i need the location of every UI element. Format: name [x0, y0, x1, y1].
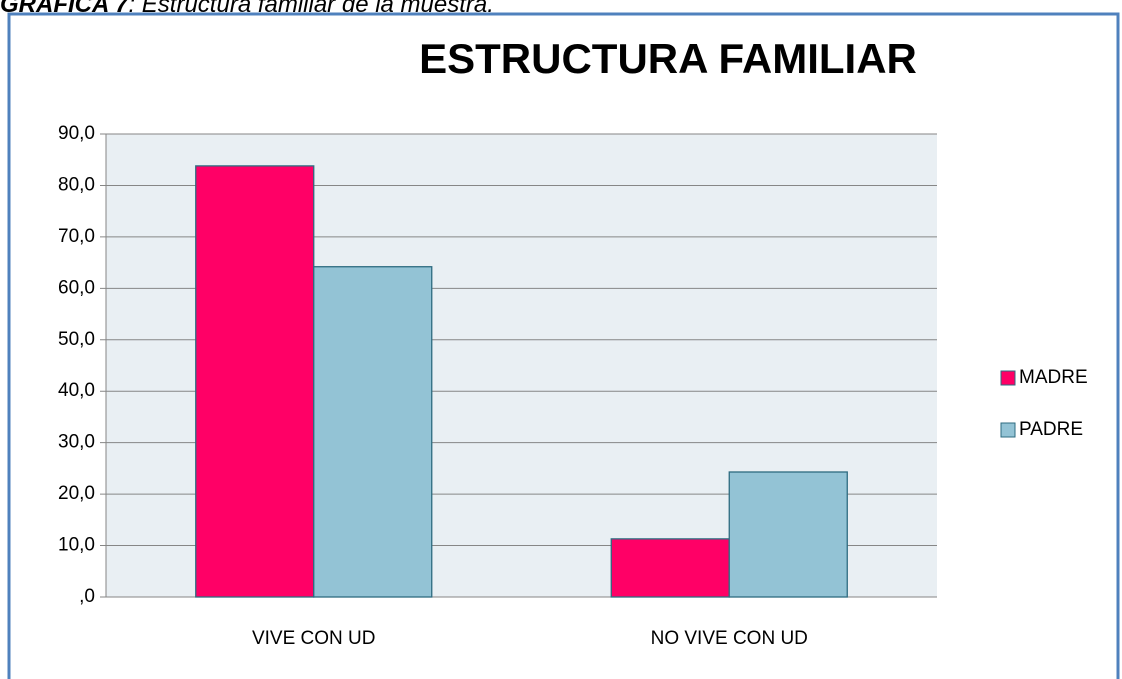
- caption-text: : Estructura familiar de la muestra.: [128, 0, 493, 18]
- y-tick-label: 80,0: [58, 174, 95, 195]
- y-tick-label: 60,0: [58, 277, 95, 298]
- bar: [610, 538, 730, 598]
- y-tick-label: 50,0: [58, 329, 95, 350]
- chart-title: ESTRUCTURA FAMILIAR: [419, 35, 917, 82]
- y-tick-label: 40,0: [58, 380, 95, 401]
- legend-swatch: [1000, 370, 1016, 386]
- legend-label: MADRE: [1019, 367, 1088, 388]
- bar: [195, 165, 315, 598]
- y-tick-label: 10,0: [58, 535, 95, 556]
- y-tick-label: 30,0: [58, 432, 95, 453]
- caption: GRÁFICA 7: Estructura familiar de la mue…: [0, 0, 494, 18]
- legend-swatch: [1000, 422, 1016, 438]
- y-tick-label: 70,0: [58, 226, 95, 247]
- legend-label: PADRE: [1019, 419, 1083, 440]
- x-tick-label: NO VIVE CON UD: [651, 628, 808, 649]
- bar: [313, 266, 433, 598]
- y-tick-label: 20,0: [58, 483, 95, 504]
- caption-label: GRÁFICA 7: [0, 0, 130, 18]
- x-tick-label: VIVE CON UD: [252, 628, 376, 649]
- y-tick-label: 90,0: [58, 123, 95, 144]
- bar: [728, 471, 848, 598]
- frame: [7, 12, 1120, 679]
- y-tick-label: ,0: [79, 586, 95, 607]
